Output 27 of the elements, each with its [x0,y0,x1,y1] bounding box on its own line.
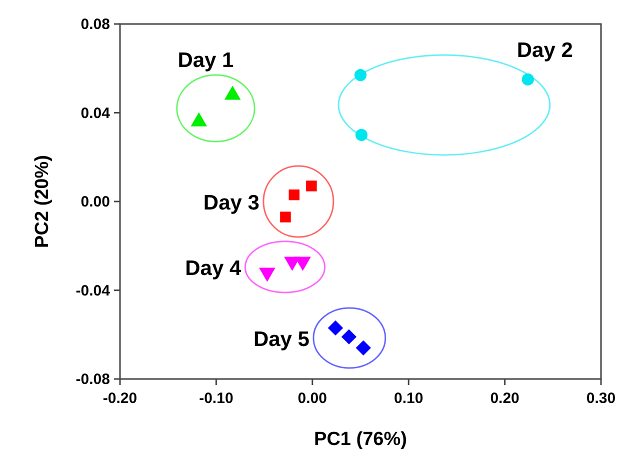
x-tick-label: 0.10 [394,390,424,407]
point [328,320,344,336]
x-tick-label: 0.20 [490,390,520,407]
x-tick-label: -0.20 [102,390,138,407]
x-axis-title: PC1 (76%) [314,429,407,450]
y-axis-title: PC2 (20%) [32,155,53,248]
x-tick-label: 0.30 [586,390,616,407]
series-label: Day 4 [185,256,242,280]
point [354,68,367,82]
y-tick-label: -0.04 [76,282,111,300]
point [306,180,317,192]
point [280,212,291,222]
point [355,128,368,141]
y-tick-label: 0.08 [80,16,110,33]
x-tick-label: -0.10 [199,390,234,407]
point [288,189,300,200]
point [341,329,357,344]
point [356,340,371,356]
y-tick-label: 0.00 [80,194,110,210]
series-label: Day 3 [203,192,260,214]
y-tick-label: -0.08 [76,371,110,388]
point [522,73,534,86]
series-label: Day 5 [253,328,310,351]
y-tick-label: 0.04 [80,104,111,122]
series-label: Day 2 [516,39,573,62]
x-tick-label: 0.00 [298,390,327,407]
series-label: Day 1 [178,49,234,72]
